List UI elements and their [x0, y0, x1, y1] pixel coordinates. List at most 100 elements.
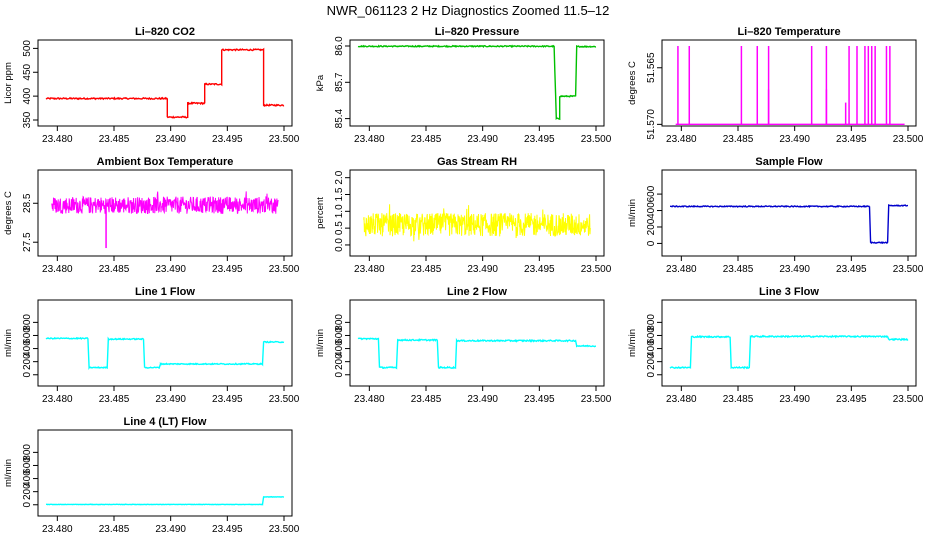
y-tick-label-rh: 1.5 [334, 187, 345, 201]
y-tick-label-line3: 200 [646, 353, 657, 370]
panel-title-line2: Line 2 Flow [447, 286, 507, 298]
x-tick-label-rh: 23.490 [467, 264, 498, 275]
x-tick-label-temp: 23.480 [666, 134, 697, 145]
x-tick-label-co2: 23.485 [99, 134, 130, 145]
plot-frame-line3 [661, 299, 917, 387]
series-line-sample [670, 204, 908, 245]
panel-line4: Line 4 (LT) Flow 23.480 23.485 23.490 23.495… [3, 416, 300, 535]
x-tick-label-ambient: 23.485 [99, 264, 130, 275]
y-tick-label-sample: 0 [646, 240, 657, 246]
x-tick-label-sample: 23.490 [779, 264, 810, 275]
y-axis-label-line1: ml/min [3, 329, 14, 357]
x-tick-label-ambient: 23.490 [155, 264, 186, 275]
y-tick-label-line4: 400 [22, 470, 33, 487]
x-tick-label-line4: 23.490 [155, 524, 186, 535]
y-tick-label-pressure: 86.0 [334, 36, 345, 56]
panel-title-ambient: Ambient Box Temperature [97, 156, 234, 168]
series-line-line4 [46, 495, 285, 506]
figure-title: NWR_061123 2 Hz Diagnostics Zoomed 11.5–… [327, 3, 610, 18]
y-tick-label-line2: 200 [334, 353, 345, 370]
x-tick-label-ambient: 23.495 [212, 264, 243, 275]
y-tick-label-line4: 0 [22, 502, 33, 508]
y-tick-label-line4: 600 [22, 457, 33, 474]
x-tick-label-line4: 23.485 [99, 524, 130, 535]
series-line-line3 [669, 334, 909, 370]
y-axis-label-temp: degrees C [627, 61, 638, 105]
y-tick-label-pressure: 85.7 [334, 72, 345, 92]
plot-frame-sample [661, 169, 917, 257]
y-axis-label-ambient: degrees C [3, 191, 14, 235]
y-tick-label-line4: 800 [22, 444, 33, 461]
panel-title-line4: Line 4 (LT) Flow [124, 416, 207, 428]
series-line-pressure [357, 44, 597, 121]
panel-title-co2: Li–820 CO2 [135, 26, 195, 38]
series-noise-ambient [51, 191, 279, 215]
y-tick-label-line2: 600 [334, 327, 345, 344]
x-tick-label-pressure: 23.495 [524, 134, 555, 145]
panel-title-temp: Li–820 Temperature [737, 26, 840, 38]
panel-temp: Li–820 Temperature 23.480 23.485 23.490 23.4… [627, 26, 924, 145]
x-tick-label-pressure: 23.490 [467, 134, 498, 145]
plot-area-line3 [669, 334, 909, 370]
plot-frame-co2 [37, 39, 293, 127]
x-tick-label-temp: 23.500 [893, 134, 924, 145]
panel-title-pressure: Li–820 Pressure [435, 26, 519, 38]
x-tick-label-sample: 23.485 [723, 264, 754, 275]
y-tick-label-line2: 0 [334, 372, 345, 378]
y-tick-label-rh: 2.0 [334, 170, 345, 184]
y-tick-label-line1: 800 [22, 314, 33, 331]
x-tick-label-line3: 23.480 [666, 394, 697, 405]
x-tick-label-line2: 23.495 [524, 394, 555, 405]
plot-area-ambient [51, 191, 279, 249]
y-tick-label-line2: 400 [334, 340, 345, 357]
x-tick-label-sample: 23.500 [893, 264, 924, 275]
x-tick-label-line3: 23.495 [836, 394, 867, 405]
plot-area-sample [670, 204, 908, 245]
y-tick-label-ambient: 27.5 [22, 232, 33, 252]
x-tick-label-line4: 23.500 [269, 524, 300, 535]
y-tick-label-co2: 400 [22, 87, 33, 104]
y-tick-label-rh: 0.0 [334, 238, 345, 252]
y-tick-label-rh: 0.5 [334, 221, 345, 235]
panel-title-sample: Sample Flow [755, 156, 823, 168]
x-tick-label-co2: 23.490 [155, 134, 186, 145]
x-tick-label-line1: 23.500 [269, 394, 300, 405]
panel-ambient: Ambient Box Temperature 23.480 23.485 23.49… [3, 156, 300, 275]
y-axis-label-rh: percent [315, 197, 326, 229]
plot-frame-rh [349, 169, 605, 257]
plot-area-temp [675, 46, 905, 125]
panel-title-line1: Line 1 Flow [135, 286, 195, 298]
x-tick-label-line3: 23.490 [779, 394, 810, 405]
plot-area-line4 [46, 495, 285, 506]
y-tick-label-sample: 400 [646, 202, 657, 219]
y-tick-label-sample: 200 [646, 218, 657, 235]
y-tick-label-line1: 400 [22, 340, 33, 357]
x-tick-label-line2: 23.490 [467, 394, 498, 405]
x-tick-label-line1: 23.495 [212, 394, 243, 405]
x-tick-label-line3: 23.485 [723, 394, 754, 405]
plot-frame-line4 [37, 429, 293, 517]
plot-area-line1 [45, 336, 285, 370]
plot-frame-temp [661, 39, 917, 127]
x-tick-label-line2: 23.480 [354, 394, 385, 405]
y-tick-label-line3: 600 [646, 327, 657, 344]
plot-frame-pressure [349, 39, 605, 127]
series-noise-rh [363, 204, 591, 242]
plot-area-line2 [357, 337, 596, 370]
x-tick-label-co2: 23.500 [269, 134, 300, 145]
y-axis-label-line2: ml/min [315, 329, 326, 357]
y-axis-label-pressure: kPa [315, 74, 326, 91]
x-tick-label-line1: 23.485 [99, 394, 130, 405]
panel-title-line3: Line 3 Flow [759, 286, 819, 298]
plot-area-rh [363, 204, 591, 242]
y-tick-label-pressure: 85.4 [334, 108, 345, 128]
panel-line1: Line 1 Flow 23.480 23.485 23.490 23.495 23.50… [3, 286, 300, 405]
x-tick-label-rh: 23.485 [411, 264, 442, 275]
x-tick-label-ambient: 23.500 [269, 264, 300, 275]
y-tick-label-co2: 350 [22, 111, 33, 128]
panel-line3: Line 3 Flow 23.480 23.485 23.490 23.495 23.50… [627, 286, 924, 405]
x-tick-label-sample: 23.480 [666, 264, 697, 275]
y-tick-label-co2: 500 [22, 40, 33, 57]
x-tick-label-co2: 23.495 [212, 134, 243, 145]
